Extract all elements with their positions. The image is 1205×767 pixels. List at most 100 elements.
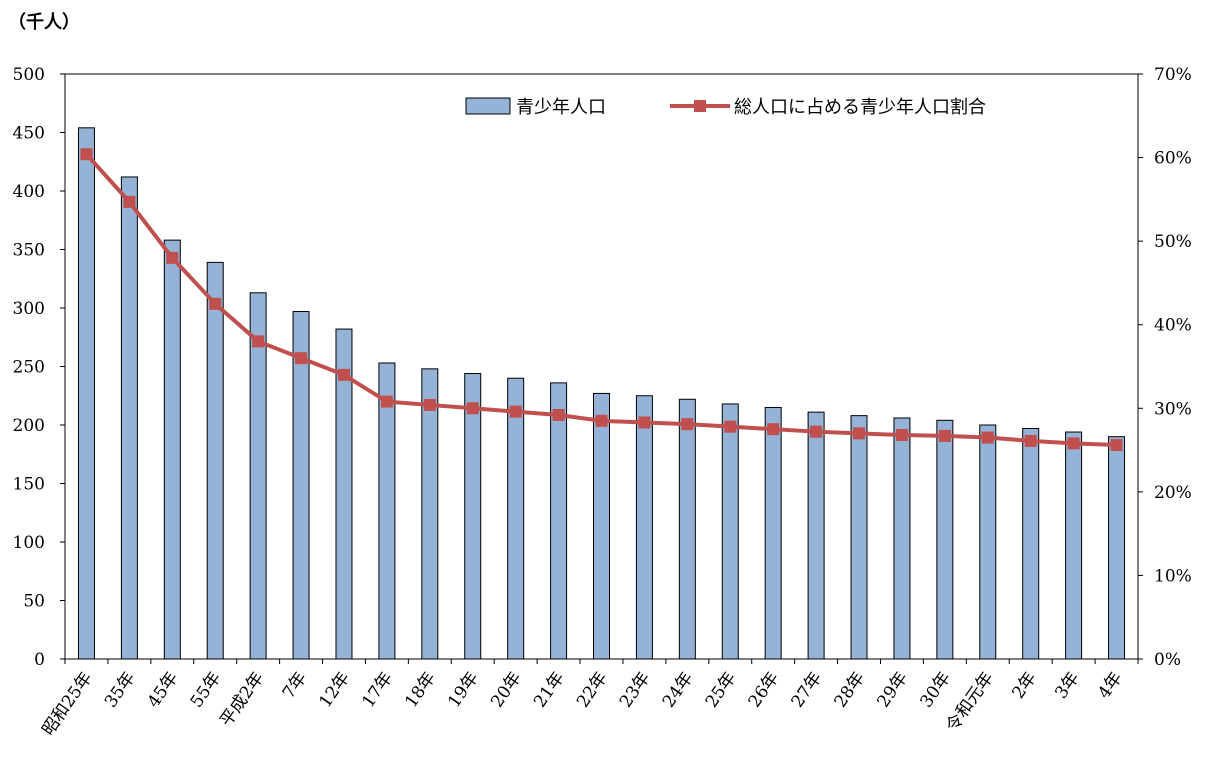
line-point [509,405,522,418]
x-tick-label: 28年 [831,668,870,711]
line-point [767,423,780,436]
bar [421,368,439,660]
line-point [423,398,436,411]
y-left-tick-label: 450 [13,124,45,144]
line-point [895,429,908,442]
bar [721,403,739,660]
line-point [252,335,265,348]
x-tick-label: 23年 [616,668,655,711]
x-tick-label: 3年 [1051,668,1083,702]
line-point [853,427,866,440]
x-tick-label: 25年 [702,668,741,711]
line-point [209,297,222,310]
legend-bar-swatch [465,97,511,115]
line-point [1067,437,1080,450]
x-tick-label: 22年 [573,668,612,711]
line-point [295,352,308,365]
line-point [724,420,737,433]
line-point [638,416,651,429]
line-point [810,425,823,438]
bar [163,239,181,660]
line-point [1110,439,1123,452]
legend: 青少年人口 総人口に占める青少年人口割合 [465,97,986,118]
bar [120,176,138,660]
x-tick-label: 平成2年 [216,668,268,730]
y-right-tick-label: 60% [1154,149,1192,169]
x-tick-label: 17年 [358,668,397,711]
bar [206,261,224,660]
x-tick-label: 55年 [187,668,226,711]
legend-line-label: 総人口に占める青少年人口割合 [734,97,986,118]
bar [850,415,868,660]
bar [507,377,525,660]
y-left-tick-label: 150 [13,475,45,495]
x-tick-label: 昭和25年 [39,668,97,739]
x-tick-label: 27年 [788,668,827,711]
x-tick-label: 45年 [144,668,183,711]
line-point [595,414,608,427]
line-point [681,418,694,431]
bar [635,395,653,660]
bar [936,419,954,660]
y-right-tick-label: 20% [1154,483,1192,503]
line-point [552,408,565,421]
line-point [380,395,393,408]
line-point [80,148,93,161]
bar [464,373,482,660]
x-tick-label: 12年 [316,668,355,711]
x-tick-label: 35年 [101,668,140,711]
bar [593,392,610,660]
x-tick-label: 20年 [487,668,526,711]
x-tick-label: 30年 [916,668,955,711]
x-tick-label: 24年 [659,668,698,711]
bar [807,411,825,660]
line-layer [80,148,1123,452]
x-tick-label: 29年 [873,668,912,711]
line-point [466,402,479,415]
bar [1065,431,1083,660]
line-point [981,431,994,444]
y-left-tick-label: 100 [13,533,45,553]
legend-line-marker [694,100,706,112]
line-point [337,368,350,381]
x-tick-label: 21年 [530,668,569,711]
x-tick-label: 19年 [444,668,483,711]
line-point [938,429,951,442]
bar [249,292,267,660]
y-right-tick-label: 40% [1154,316,1192,336]
line-point [123,195,136,208]
bar [678,398,696,660]
x-tick-label: 26年 [745,668,784,711]
x-tick-label: 18年 [401,668,440,711]
x-tick-label: 4年 [1094,668,1126,702]
y-left-tick-label: 400 [13,182,45,202]
y-right-tick-label: 10% [1154,566,1192,586]
y-left-tick-label: 200 [13,416,45,436]
y-left-tick-label: 350 [13,241,45,261]
y-left-tick-label: 300 [13,299,45,319]
y-left-tick-label: 0 [34,650,45,670]
y-axis-unit-label: （千人） [8,12,80,33]
x-tick-label: 2年 [1008,668,1040,702]
bar [550,382,568,660]
y-right-tick-label: 70% [1154,65,1192,85]
y-left-tick-label: 500 [13,65,45,85]
legend-bar-label: 青少年人口 [516,97,606,118]
bar [893,417,911,660]
bar [1108,436,1126,660]
y-right-tick-label: 50% [1154,232,1192,252]
bar [979,424,997,660]
bar [764,406,782,660]
bars-layer [77,127,1126,660]
x-tick-label: 7年 [279,668,311,702]
y-left-tick-label: 250 [13,358,45,378]
y-right-tick-label: 0% [1154,650,1181,670]
line-point [1024,434,1037,447]
y-left-tick-label: 50 [23,592,45,612]
line-point [166,251,179,264]
bar [1022,428,1040,660]
y-right-tick-label: 30% [1154,399,1192,419]
bar [77,127,95,660]
